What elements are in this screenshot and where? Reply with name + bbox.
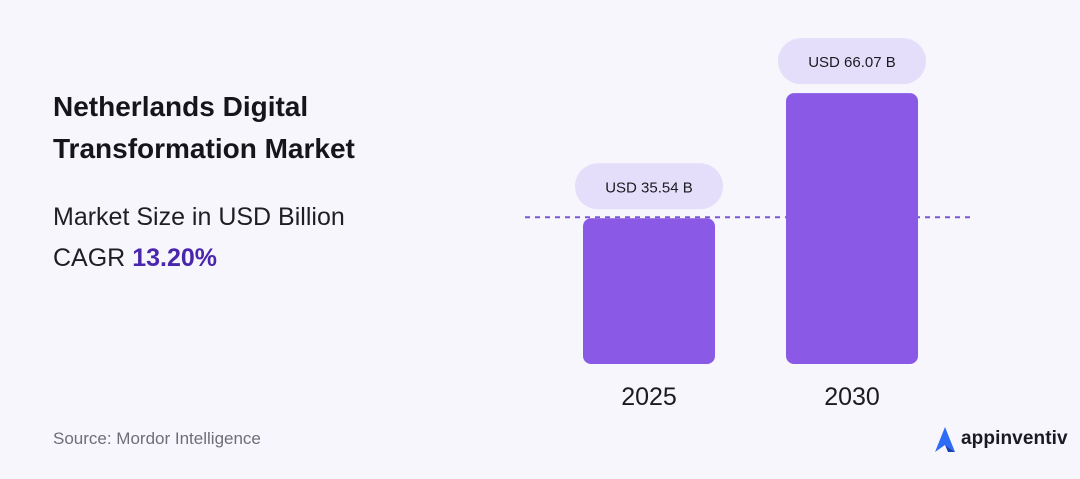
appinventiv-logo-icon	[935, 427, 955, 452]
x-tick-2030: 2030	[824, 383, 880, 411]
value-label-bg-2030	[778, 38, 926, 85]
bar-2025	[583, 218, 715, 364]
source-note: Source: Mordor Intelligence	[53, 429, 261, 448]
subtitle-text: Market Size in USD Billion CAGR	[53, 203, 345, 272]
cagr-value: 13.20%	[132, 244, 217, 272]
value-label-bg-2025	[575, 163, 723, 210]
brand-name: appinventiv	[961, 428, 1068, 449]
value-label-2025: USD 35.54 B	[605, 179, 693, 196]
bars-layer: USD 35.54 B 2025 USD 66.07 B 2030	[575, 38, 926, 411]
brand-logo: appinventiv	[932, 424, 1068, 454]
chart-subtitle: Market Size in USD Billion CAGR 13.20%	[53, 197, 393, 279]
chart-title: Netherlands Digital Transformation Marke…	[53, 91, 355, 164]
bar-2030	[786, 93, 918, 364]
x-tick-2025: 2025	[621, 383, 677, 411]
value-label-2030: USD 66.07 B	[808, 54, 896, 71]
